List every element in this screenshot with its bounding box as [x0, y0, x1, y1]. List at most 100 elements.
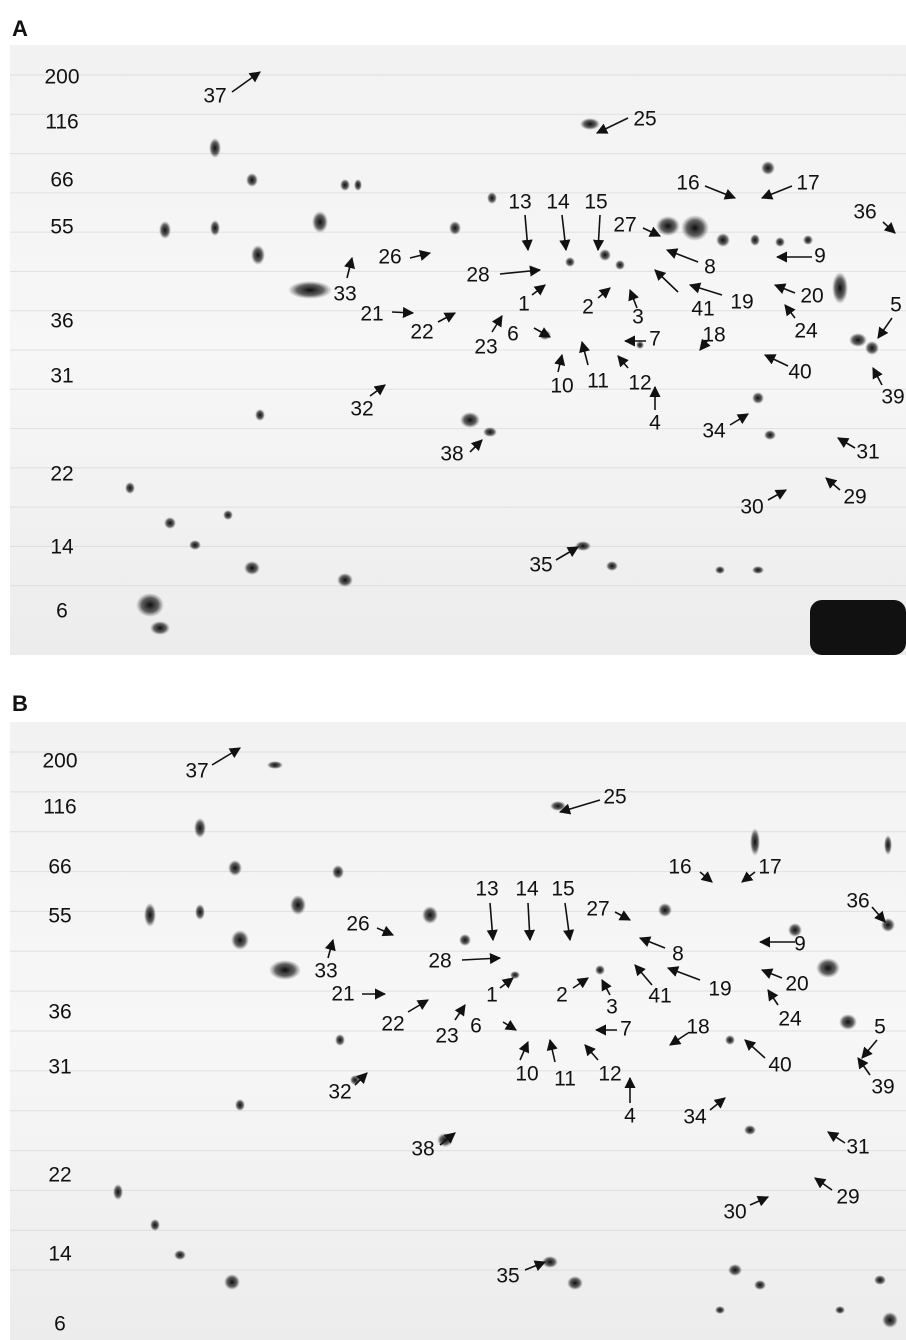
spot-label: 5: [874, 1016, 886, 1039]
spot-arrow: [767, 989, 779, 1006]
protein-spot: [882, 1312, 898, 1328]
gel-edge: [810, 600, 906, 655]
spot-arrow: [749, 1195, 770, 1207]
spot-label: 3: [606, 996, 618, 1019]
spot-label: 13: [475, 878, 498, 901]
protein-spot: [460, 412, 480, 428]
protein-spot: [816, 958, 840, 978]
protein-spot: [715, 1306, 725, 1314]
spot-arrow: [688, 282, 723, 296]
gel-b: [10, 722, 906, 1340]
spot-arrow: [654, 269, 679, 293]
spot-label: 39: [871, 1076, 894, 1099]
spot-arrow: [784, 304, 796, 319]
spot-label: 4: [624, 1105, 636, 1128]
spot-arrow: [558, 799, 601, 815]
spot-arrow: [231, 71, 261, 93]
spot-arrow: [499, 977, 514, 989]
protein-spot: [483, 427, 497, 437]
spot-arrow: [827, 1131, 846, 1144]
spot-arrow: [814, 1177, 833, 1191]
spot-label: 33: [314, 960, 337, 983]
protein-spot: [312, 211, 328, 233]
protein-spot: [839, 1014, 857, 1030]
spot-label: 39: [881, 386, 904, 409]
protein-spot: [615, 260, 625, 270]
spot-arrow: [469, 439, 483, 453]
protein-spot: [150, 621, 170, 635]
spot-label: 17: [796, 172, 819, 195]
protein-spot: [744, 1125, 756, 1135]
spot-label: 35: [496, 1265, 519, 1288]
spot-label: 18: [686, 1016, 709, 1039]
mw-marker: 14: [50, 536, 74, 559]
spot-arrow: [502, 1019, 517, 1031]
spot-arrow: [699, 871, 713, 883]
spot-arrow: [760, 968, 783, 979]
spot-arrow: [861, 1039, 878, 1059]
spot-arrow: [617, 355, 629, 369]
protein-spot: [832, 272, 848, 304]
protein-spot: [803, 235, 813, 245]
spot-arrow: [837, 437, 856, 449]
protein-spot: [113, 1184, 123, 1200]
spot-label: 41: [691, 298, 714, 321]
spot-label: 36: [853, 201, 876, 224]
spot-label: 6: [507, 323, 519, 346]
spot-label: 19: [708, 978, 731, 1001]
spot-label: 9: [794, 933, 806, 956]
spot-label: 31: [846, 1136, 869, 1159]
spot-arrow: [825, 477, 841, 491]
mw-marker: 36: [48, 1001, 71, 1024]
spot-arrow: [546, 1038, 558, 1063]
protein-spot: [422, 906, 438, 924]
spot-arrow: [437, 312, 456, 323]
spot-arrow: [601, 979, 612, 996]
protein-spot: [267, 761, 283, 769]
spot-arrow: [324, 938, 336, 959]
spot-arrow: [592, 214, 605, 252]
protein-spot: [235, 1099, 245, 1111]
spot-label: 29: [836, 1186, 859, 1209]
spot-label: 18: [702, 324, 725, 347]
protein-spot: [340, 179, 350, 191]
spot-label: 12: [628, 372, 651, 395]
protein-spot: [255, 409, 265, 421]
protein-spot: [449, 221, 461, 235]
protein-spot: [775, 237, 785, 247]
protein-spot: [337, 573, 353, 587]
protein-spot: [752, 566, 764, 574]
spot-label: 27: [586, 898, 609, 921]
spot-arrow: [407, 999, 429, 1013]
gel-a: [10, 45, 906, 655]
spot-label: 4: [649, 412, 661, 435]
protein-spot: [884, 835, 892, 855]
mw-marker: 55: [48, 905, 71, 928]
protein-spot: [715, 566, 725, 574]
spot-label: 38: [440, 443, 463, 466]
spot-arrow: [744, 1039, 766, 1059]
spot-label: 22: [381, 1013, 404, 1036]
protein-spot: [550, 801, 566, 811]
spot-arrow: [461, 952, 502, 965]
protein-spot: [231, 930, 249, 950]
spot-label: 7: [649, 328, 661, 351]
spot-label: 35: [529, 554, 552, 577]
spot-arrow: [871, 906, 886, 923]
spot-arrow: [354, 1072, 368, 1086]
spot-label: 27: [613, 214, 636, 237]
spot-arrow: [760, 185, 793, 200]
spot-label: 9: [814, 245, 826, 268]
spot-label: 23: [474, 336, 497, 359]
spot-label: 8: [704, 256, 716, 279]
spot-arrow: [391, 306, 415, 319]
mw-marker: 116: [45, 111, 78, 134]
spot-arrow: [729, 413, 749, 426]
spot-label: 5: [890, 294, 902, 317]
protein-spot: [788, 923, 802, 937]
spot-label: 23: [435, 1025, 458, 1048]
spot-label: 29: [843, 486, 866, 509]
protein-spot: [510, 971, 520, 979]
spot-arrow: [559, 214, 571, 252]
spot-label: 14: [515, 878, 539, 901]
